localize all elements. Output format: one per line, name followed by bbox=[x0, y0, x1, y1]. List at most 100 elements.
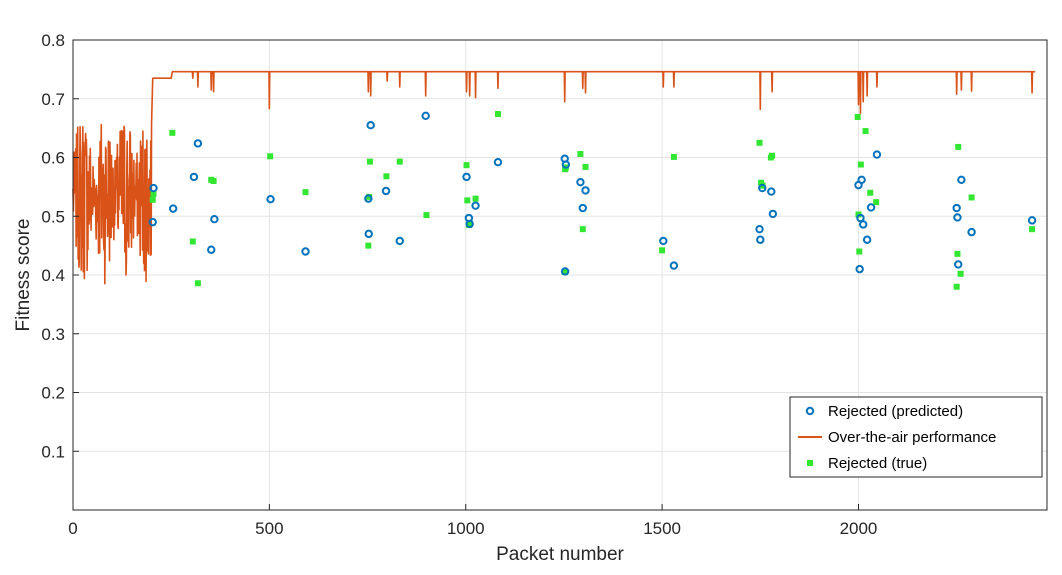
predicted-rejected-point bbox=[471, 201, 480, 210]
predicted-rejected-point bbox=[493, 158, 503, 167]
predicted-rejected-point bbox=[581, 186, 590, 195]
predicted-rejected-point bbox=[301, 247, 310, 256]
predicted-rejected-point bbox=[189, 172, 199, 182]
predicted-rejected-point bbox=[953, 213, 962, 222]
predicted-rejected-point bbox=[210, 214, 219, 224]
predicted-rejected-point bbox=[364, 229, 373, 239]
true-rejected-point bbox=[466, 220, 473, 227]
tick-layer: 0 500 1000 1500 2000 0.1 0.2 0.3 0.4 0.5 0.6 0.7 0.8 bbox=[41, 31, 877, 538]
y-tick-label: 0.8 bbox=[41, 31, 65, 50]
x-tick-label: 1500 bbox=[643, 519, 681, 538]
legend-marker-predicted bbox=[805, 406, 815, 416]
x-tick-label: 1000 bbox=[447, 519, 485, 538]
predicted-rejected-point bbox=[857, 175, 866, 185]
true-rejected-point bbox=[149, 196, 156, 203]
true-rejected-point bbox=[579, 226, 586, 233]
true-rejected-point bbox=[862, 128, 869, 135]
true-rejected-point bbox=[365, 242, 372, 249]
predicted-rejected-point bbox=[758, 183, 767, 193]
predicted-rejected-point bbox=[858, 220, 868, 229]
predicted-rejected-point bbox=[954, 260, 963, 269]
true-rejected-point bbox=[210, 178, 217, 184]
true-rejected-point bbox=[769, 152, 776, 159]
predicted-rejected-point bbox=[872, 150, 882, 159]
predicted-rejected-point bbox=[669, 261, 679, 270]
predicted-rejected-point bbox=[755, 224, 764, 234]
predicted-rejected-point bbox=[967, 227, 976, 237]
true-rejected-point bbox=[582, 163, 589, 170]
true-rejected-point bbox=[670, 153, 677, 160]
true-rejected-point bbox=[463, 162, 470, 169]
x-axis-label: Packet number bbox=[496, 544, 624, 565]
legend-entry-ota: Over-the-air performance bbox=[798, 429, 996, 446]
predicted-rejected-point bbox=[561, 160, 571, 169]
true-rejected-point bbox=[854, 113, 861, 120]
legend-label-predicted: Rejected (predicted) bbox=[828, 403, 963, 420]
predicted-rejected-point bbox=[465, 219, 474, 229]
y-tick-label: 0.2 bbox=[41, 384, 65, 403]
series-layer bbox=[72, 70, 1037, 290]
predicted-rejected-point bbox=[862, 235, 872, 244]
true-rejected-point bbox=[857, 161, 864, 168]
true-rejected-point bbox=[169, 129, 176, 136]
legend-box bbox=[789, 396, 1043, 478]
true-rejected-point bbox=[968, 194, 975, 201]
true-rejected-point bbox=[189, 238, 196, 245]
y-tick-label: 0.4 bbox=[41, 266, 65, 285]
true-rejected-point bbox=[366, 158, 373, 165]
x-tick-label: 0 bbox=[68, 519, 77, 538]
true-rejected-point bbox=[561, 269, 568, 276]
true-rejected-point bbox=[267, 153, 274, 160]
predicted-rejected-point bbox=[560, 267, 570, 276]
true-rejected-point bbox=[873, 199, 880, 206]
predicted-rejected-point bbox=[856, 213, 865, 223]
true-rejected-point bbox=[957, 270, 964, 277]
predicted-rejected-point bbox=[421, 111, 430, 120]
legend: Rejected (predicted) Over-the-air perfor… bbox=[789, 396, 1043, 478]
predicted-rejected-point bbox=[576, 177, 585, 187]
predicted-rejected-point bbox=[381, 186, 391, 196]
predicted-rejected-point bbox=[957, 175, 966, 185]
y-tick-label: 0.6 bbox=[41, 149, 65, 168]
x-tick-label: 500 bbox=[255, 519, 283, 538]
predicted-rejected-point bbox=[168, 204, 178, 213]
legend-label-true: Rejected (true) bbox=[828, 455, 927, 472]
y-tick-label: 0.3 bbox=[41, 325, 65, 344]
true-rejected-point bbox=[1029, 226, 1036, 233]
predicted-rejected-point bbox=[659, 236, 668, 246]
true-rejected-point bbox=[856, 248, 863, 255]
predicted-rejected-point bbox=[462, 172, 471, 182]
true-rejected-point bbox=[396, 158, 403, 165]
true-rejected-point bbox=[194, 280, 201, 287]
true-rejected-point bbox=[955, 143, 962, 150]
predicted-rejected-point bbox=[364, 194, 373, 203]
y-tick-label: 0.1 bbox=[41, 442, 65, 461]
true-rejected-point bbox=[423, 212, 430, 219]
true-rejected-point bbox=[756, 139, 763, 146]
predicted-rejected-point bbox=[1027, 216, 1037, 225]
predicted-rejected-point bbox=[855, 264, 864, 274]
predicted-rejected-point bbox=[767, 187, 776, 196]
true-rejected-point bbox=[577, 150, 584, 157]
x-tick-label: 2000 bbox=[840, 519, 878, 538]
legend-marker-true bbox=[807, 460, 813, 466]
predicted-rejected-point bbox=[193, 139, 203, 148]
true-rejected-point bbox=[366, 193, 373, 200]
predicted-rejected-point bbox=[266, 195, 275, 204]
legend-entry-true: Rejected (true) bbox=[807, 455, 927, 472]
predicted-rejected-point bbox=[366, 120, 375, 130]
true-rejected-point bbox=[494, 111, 501, 118]
predicted-rejected-point bbox=[866, 203, 876, 212]
legend-label-ota: Over-the-air performance bbox=[828, 429, 996, 446]
true-rejected-point bbox=[150, 190, 157, 197]
true-rejected-point bbox=[302, 189, 309, 196]
true-rejected-point bbox=[953, 283, 960, 290]
predicted-rejected-point bbox=[952, 203, 961, 213]
predicted-rejected-point bbox=[149, 183, 158, 193]
ota-performance-line bbox=[72, 70, 1036, 285]
y-tick-label: 0.5 bbox=[41, 207, 65, 226]
true-rejected-point bbox=[472, 195, 479, 202]
true-rejected-point bbox=[383, 173, 390, 180]
y-tick-label: 0.7 bbox=[41, 90, 65, 109]
